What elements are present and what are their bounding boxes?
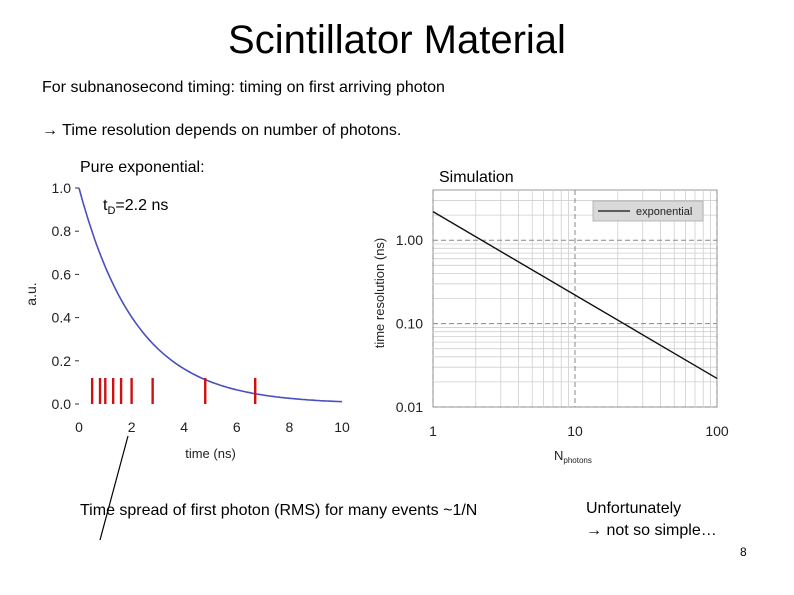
x-axis-label-sub: photons (563, 456, 591, 465)
exponential-series-line (432, 211, 718, 380)
y-tick-label: 0.8 (52, 223, 72, 239)
y-tick-label: 0.10 (396, 316, 423, 332)
tau-value: =2.2 ns (115, 197, 168, 214)
pointer-line (99, 435, 129, 541)
y-axis-label: a.u. (23, 282, 39, 305)
y-axis-label: time resolution (ns) (372, 238, 387, 349)
y-tick-label: 0.6 (52, 266, 72, 282)
x-tick-label: 2 (128, 419, 136, 435)
y-tick-label: 0.4 (52, 310, 72, 326)
x-tick-label: 10 (567, 423, 583, 439)
x-tick-label: 100 (705, 423, 729, 439)
legend-label: exponential (636, 206, 692, 218)
conclusion-text: → Time resolution depends on number of p… (42, 122, 402, 139)
x-axis-label-main: N (554, 448, 563, 463)
x-tick-label: 6 (233, 419, 241, 435)
tau-subscript: D (107, 205, 115, 217)
simulation-label: Simulation (439, 169, 514, 186)
y-tick-label: 1.00 (396, 232, 423, 248)
y-tick-label: 0.2 (52, 353, 72, 369)
exponential-curve (78, 187, 343, 403)
unfortunately-line: Unfortunately (586, 500, 682, 517)
y-tick-label: 0.0 (52, 396, 72, 412)
x-tick-label: 1 (429, 423, 437, 439)
tau-symbol: t (103, 197, 108, 214)
x-tick-label: 4 (180, 419, 188, 435)
pure-exponential-label: Pure exponential: (80, 159, 205, 176)
slide-title: Scintillator Material (228, 18, 566, 62)
x-tick-label: 10 (334, 419, 350, 435)
y-tick-label: 1.0 (52, 180, 72, 196)
x-axis-label: time (ns) (185, 446, 236, 461)
caption-text: Time spread of first photon (RMS) for ma… (80, 502, 478, 519)
tau-annotation: tD=2.2 ns (103, 197, 168, 217)
y-tick-label: 0.01 (396, 399, 423, 415)
not-simple-line: → not so simple… (586, 522, 717, 539)
x-axis-label: Nphotons (554, 448, 592, 465)
x-tick-label: 0 (75, 419, 83, 435)
x-tick-label: 8 (286, 419, 294, 435)
page-number: 8 (740, 545, 747, 559)
intro-text: For subnanosecond timing: timing on firs… (42, 79, 445, 96)
unfortunately-note: Unfortunately → not so simple… (586, 498, 717, 542)
legend-box (592, 200, 704, 222)
